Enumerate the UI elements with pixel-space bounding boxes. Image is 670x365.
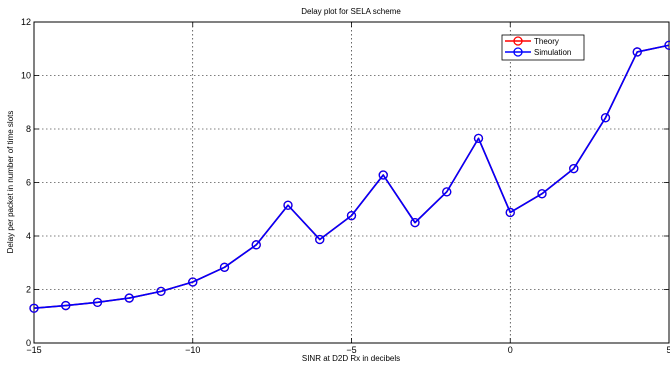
legend-marker-simulation (513, 47, 523, 57)
y-tick-label: 0 (26, 338, 31, 348)
data-point-simulation (124, 293, 134, 303)
legend-label-simulation: Simulation (534, 48, 571, 57)
series-group (29, 40, 670, 313)
x-axis-label: SINR at D2D Rx in decibels (302, 354, 400, 363)
data-point-simulation (537, 189, 547, 199)
y-tick-label: 4 (26, 231, 31, 241)
data-point-simulation (219, 262, 230, 272)
data-point-simulation (156, 286, 166, 297)
series-line-simulation (33, 44, 670, 310)
axis-ticks: −15 −10 −5 0 5 0 2 4 6 8 10 12 (21, 17, 670, 355)
x-tick-label: −5 (346, 345, 356, 355)
legend-label-theory: Theory (534, 37, 559, 46)
data-point-simulation (632, 47, 642, 57)
grid (34, 22, 669, 343)
data-point-simulation (346, 211, 357, 221)
data-point-simulation (410, 217, 420, 228)
data-point-simulation (569, 163, 579, 174)
y-tick-label: 10 (21, 71, 31, 81)
legend-marker-theory (513, 36, 523, 46)
data-point-simulation (473, 133, 484, 144)
data-point-simulation (92, 297, 103, 307)
data-point-simulation (251, 240, 261, 250)
chart-title: Delay plot for SELA scheme (301, 7, 401, 16)
data-point-simulation (664, 40, 670, 50)
y-tick-label: 12 (21, 17, 31, 27)
y-tick-label: 8 (26, 124, 31, 134)
y-tick-label: 6 (26, 178, 31, 188)
x-tick-label: 0 (508, 345, 513, 355)
data-point-simulation (315, 234, 325, 245)
data-point-simulation (188, 277, 198, 287)
data-point-simulation (378, 170, 388, 180)
legend-items: Theory Simulation (505, 36, 571, 57)
x-tick-label: −10 (185, 345, 200, 355)
data-point-simulation (61, 300, 71, 311)
y-axis-label: Delay per packet in number of time slots (6, 111, 15, 254)
x-tick-label: −15 (26, 345, 41, 355)
data-point-simulation (600, 113, 611, 123)
legend: Theory Simulation (501, 34, 585, 61)
data-point-simulation (283, 200, 293, 210)
data-point-simulation (505, 207, 515, 218)
y-tick-label: 2 (26, 285, 31, 295)
data-point-simulation (29, 303, 39, 313)
x-tick-label: 5 (666, 345, 670, 355)
data-point-simulation (442, 187, 452, 197)
